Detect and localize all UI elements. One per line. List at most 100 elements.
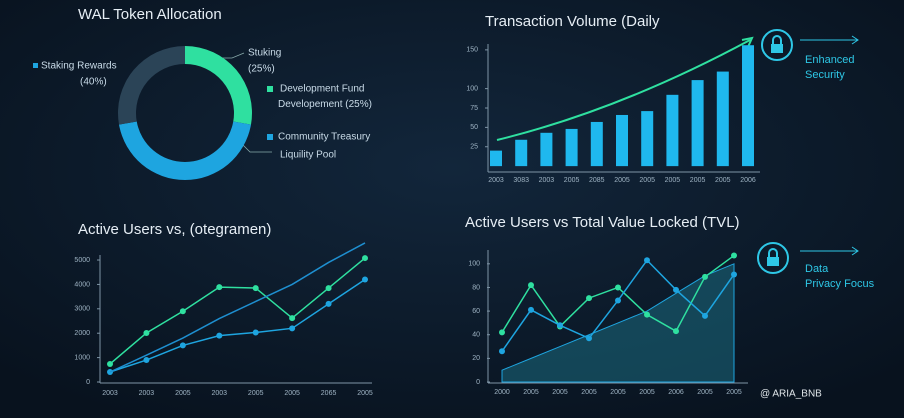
x-tick-label: 2005 [610, 389, 626, 396]
point [702, 273, 708, 280]
y-tick-label: 50 [470, 124, 478, 131]
line [109, 242, 366, 373]
donut-slice [119, 121, 251, 180]
x-tick-label: 2005 [697, 389, 713, 396]
badge-text: Data [805, 263, 829, 275]
donut-slice [185, 46, 252, 125]
x-tick-label: 2006 [740, 177, 756, 184]
x-tick-label: 2005 [581, 389, 597, 396]
line [109, 257, 366, 365]
x-tick-label: 2003 [139, 390, 155, 397]
y-tick-label: 2000 [74, 330, 90, 337]
legend-swatch [267, 86, 273, 92]
slice-name: Developement [278, 99, 343, 110]
slice-value: (25%) [345, 99, 372, 110]
legend-label: Liquility Pool [280, 150, 336, 161]
point [499, 329, 505, 336]
y-tick-label: 1000 [74, 354, 90, 361]
point [252, 285, 259, 292]
point [557, 322, 563, 329]
bar [666, 94, 679, 167]
point [362, 255, 368, 262]
point [615, 297, 621, 304]
x-tick-label: 2005 [523, 389, 539, 396]
point [362, 276, 368, 283]
point [179, 342, 186, 349]
point [499, 348, 505, 355]
x-tick-label: 2005 [639, 389, 655, 396]
y-tick-label: 20 [472, 355, 480, 362]
y-tick-label: 150 [466, 47, 478, 54]
bar [742, 45, 754, 167]
lock-icon [772, 35, 782, 44]
lock-icon [771, 44, 783, 53]
y-tick-label: 4000 [74, 281, 90, 288]
bar [565, 128, 578, 167]
x-tick-label: 3083 [513, 177, 529, 184]
lock-icon [767, 257, 779, 266]
point [586, 335, 592, 342]
area [501, 263, 735, 383]
slice-label: Staking Rewards [41, 61, 117, 72]
chart-title: Active Users vs, (otegramen) [78, 221, 271, 238]
point [252, 329, 259, 336]
x-tick-label: 2003 [211, 390, 227, 397]
chart-title: Transaction Volume (Daily [485, 13, 660, 30]
y-tick-label: 0 [86, 379, 90, 386]
y-tick-label: 60 [472, 308, 480, 315]
badge-text: Privacy Focus [805, 278, 875, 290]
arrow [800, 35, 859, 45]
x-tick-label: 2005 [552, 389, 568, 396]
point [179, 308, 186, 315]
bar [540, 132, 553, 167]
slice-label: Stuking [248, 48, 281, 59]
y-tick-label: 100 [468, 261, 480, 268]
y-tick-label: 0 [476, 379, 480, 386]
x-tick-label: 2085 [589, 177, 605, 184]
bar [716, 71, 729, 167]
point [325, 285, 332, 292]
x-tick-label: 2005 [665, 177, 681, 184]
point [216, 332, 223, 339]
chart-title: Active Users vs Total Value Locked (TVL) [465, 214, 740, 231]
x-tick-label: 2006 [668, 389, 684, 396]
point [644, 311, 650, 318]
x-tick-label: 2005 [175, 390, 191, 397]
x-tick-label: 2003 [488, 177, 504, 184]
y-tick-label: 25 [470, 144, 478, 151]
x-tick-label: 2005 [726, 389, 742, 396]
slice-value: (40%) [80, 77, 107, 88]
badge-text: Enhanced [805, 54, 855, 66]
bar [590, 121, 603, 167]
point [107, 360, 113, 367]
lock-icon [768, 248, 778, 257]
chart-title: WAL Token Allocation [78, 6, 222, 23]
x-tick-label: 2000 [494, 389, 510, 396]
bar [691, 80, 704, 167]
x-tick-label: 2003 [539, 177, 555, 184]
x-tick-label: 2005 [715, 177, 731, 184]
x-tick-label: 2005 [690, 177, 706, 184]
point [143, 329, 150, 336]
legend-swatch [33, 63, 38, 68]
point [289, 325, 296, 332]
bar [490, 150, 502, 167]
x-tick-label: 2005 [248, 390, 264, 397]
lock-icon [761, 29, 793, 61]
point [528, 282, 534, 289]
bar [515, 139, 528, 167]
leader [220, 52, 245, 59]
donut-slice [118, 46, 185, 125]
point [702, 312, 708, 319]
y-tick-label: 100 [466, 85, 478, 92]
x-tick-label: 2005 [614, 177, 630, 184]
slice-label: Developement (25%) [278, 99, 372, 110]
point [673, 286, 679, 293]
point [615, 284, 621, 291]
y-tick-label: 5000 [74, 257, 90, 264]
x-tick-label: 2065 [321, 390, 337, 397]
point [528, 306, 534, 313]
badge-text: Security [805, 69, 845, 81]
